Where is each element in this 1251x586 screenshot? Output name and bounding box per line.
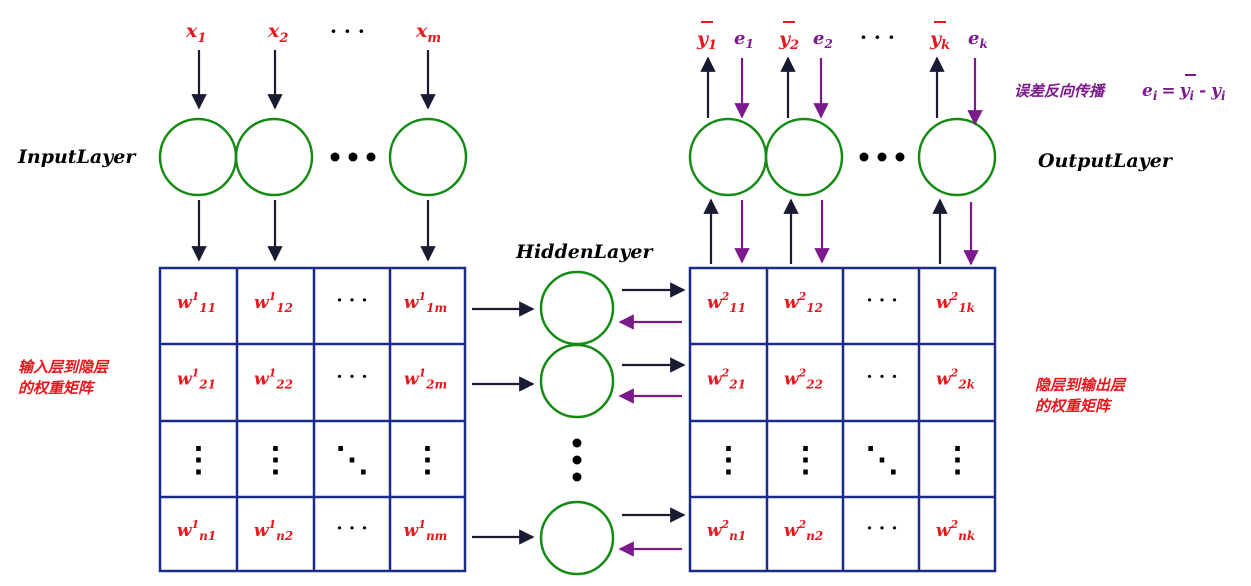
weight-matrix-1: w111 w112 · · · w11m w121 w122 · · · w12m ⋮ ⋮ ⋱ ⋮ w1… — [158, 266, 467, 573]
matrix2-cell-r4-c4: w2nk — [936, 518, 975, 543]
matrix2-cell-r4-c1: w2n1 — [707, 518, 746, 543]
error-backprop-text: 误差反向传播 — [1014, 82, 1106, 100]
input-label-x1: x1 — [185, 20, 206, 46]
output-node-1 — [688, 117, 768, 197]
matrix-notes: 输入层到隐层 的权重矩阵 隐层到输出层 的权重矩阵 — [18, 358, 1127, 415]
input-node-m — [388, 117, 468, 197]
matrix2-cell-r3-c2: ⋮ — [789, 440, 823, 480]
input-node-1 — [158, 117, 238, 197]
matrix1-cell-r2-c3: · · · — [336, 367, 367, 388]
error-label-e2: e2 — [813, 28, 833, 51]
hidden-node-dot — [572, 472, 582, 482]
matrix2-cell-r2-c2: w222 — [784, 367, 823, 392]
output-label-yk: yk — [929, 28, 950, 53]
output-labels: y1 e1 y2 e2 · · · yk ek — [696, 21, 988, 53]
matrix2-note-line2: 的权重矩阵 — [1035, 397, 1113, 415]
matrix2-cell-r2-c3: · · · — [866, 367, 897, 388]
error-backprop-note: 误差反向传播 ei = yi - yi — [1014, 74, 1226, 103]
matrix2-cell-r3-c4: ⋮ — [941, 440, 975, 480]
hidden-node-dot — [572, 438, 582, 448]
matrix1-note-line1: 输入层到隐层 — [18, 358, 110, 376]
matrix2-cell-r3-c3: ⋱ — [865, 440, 899, 480]
matrix1-cell-r3-c3: ⋱ — [335, 440, 369, 480]
matrix1-cell-r4-c2: w1n2 — [254, 518, 293, 543]
matrix2-cell-r2-c1: w221 — [707, 367, 746, 392]
matrix2-cell-r3-c1: ⋮ — [712, 440, 746, 480]
output-layer-label: OutputLayer — [1038, 150, 1174, 172]
matrix2-note-line1: 隐层到输出层 — [1035, 376, 1127, 394]
input-ellipsis: · · · — [330, 19, 365, 43]
hidden-nodes — [539, 270, 615, 576]
matrix1-cell-r1-c1: w111 — [177, 290, 216, 315]
input-layer-label: InputLayer — [17, 146, 137, 168]
output-nodes — [688, 117, 997, 197]
output-node-dot — [859, 152, 869, 162]
output-node-dot — [877, 152, 887, 162]
matrix1-border — [158, 266, 467, 573]
output-node-2 — [764, 117, 844, 197]
output-label-y2: y2 — [778, 28, 799, 53]
matrix1-cell-r3-c1: ⋮ — [182, 440, 216, 480]
input-node-dot — [330, 152, 340, 162]
input-node-dot — [348, 152, 358, 162]
hidden-layer-label: HiddenLayer — [515, 241, 654, 263]
matrix2-cell-r2-c4: w22k — [936, 367, 975, 392]
matrix1-note-line2: 的权重矩阵 — [18, 379, 96, 397]
output-label-arrows — [700, 56, 983, 126]
matrix2-cell-r1-c3: · · · — [866, 290, 897, 311]
error-formula: ei = yi - yi — [1142, 81, 1226, 103]
matrix1-cell-r4-c4: w1nm — [404, 518, 448, 543]
matrix1-cell-r3-c2: ⋮ — [259, 440, 293, 480]
input-arrows — [191, 50, 436, 110]
input-node-dot — [366, 152, 376, 162]
hidden-to-matrix2-arrows — [618, 282, 686, 557]
output-node-k — [917, 117, 997, 197]
input-nodes — [158, 117, 468, 197]
hidden-node-2 — [539, 343, 615, 419]
hidden-node-n — [539, 500, 615, 576]
output-node-dot — [895, 152, 905, 162]
matrix1-cell-r1-c2: w112 — [254, 290, 293, 315]
matrix1-cell-r1-c4: w11m — [404, 290, 447, 315]
matrix1-cell-r2-c2: w122 — [254, 367, 293, 392]
matrix2-cell-r1-c2: w212 — [784, 290, 823, 315]
matrix2-cell-r1-c1: w211 — [707, 290, 746, 315]
input-to-matrix-arrows — [191, 200, 436, 262]
input-label-x2: x2 — [267, 20, 288, 46]
matrix1-cell-r1-c3: · · · — [336, 290, 367, 311]
hidden-node-dot — [572, 455, 582, 465]
matrix2-cells: w211 w212 · · · w21k w221 w222 · · · w22k ⋮ ⋮ ⋱ ⋮ w2… — [707, 290, 975, 543]
matrix1-cells: w111 w112 · · · w11m w121 w122 · · · w12m ⋮ ⋮ ⋱ ⋮ w1… — [177, 290, 448, 543]
matrix1-cell-r4-c3: · · · — [336, 518, 367, 539]
weight-matrix-2: w211 w212 · · · w21k w221 w222 · · · w22k ⋮ ⋮ ⋱ ⋮ w2… — [688, 266, 997, 573]
error-label-ek: ek — [968, 28, 988, 51]
matrix1-cell-r2-c4: w12m — [404, 367, 447, 392]
error-label-e1: e1 — [734, 28, 754, 51]
matrix1-cell-r4-c1: w1n1 — [177, 518, 216, 543]
matrix2-cell-r4-c3: · · · — [866, 518, 897, 539]
matrix1-cell-r3-c4: ⋮ — [411, 440, 445, 480]
matrix1-to-hidden-arrows — [472, 301, 535, 545]
input-node-2 — [234, 117, 314, 197]
matrix2-output-arrows — [703, 198, 979, 266]
matrix2-cell-r1-c4: w21k — [936, 290, 975, 315]
matrix2-cell-r4-c2: w2n2 — [784, 518, 823, 543]
input-label-xm: xm — [415, 20, 441, 46]
output-ellipsis: · · · — [860, 25, 895, 49]
hidden-node-1 — [539, 270, 615, 346]
output-label-y1: y1 — [696, 28, 717, 53]
matrix1-cell-r2-c1: w121 — [177, 367, 216, 392]
